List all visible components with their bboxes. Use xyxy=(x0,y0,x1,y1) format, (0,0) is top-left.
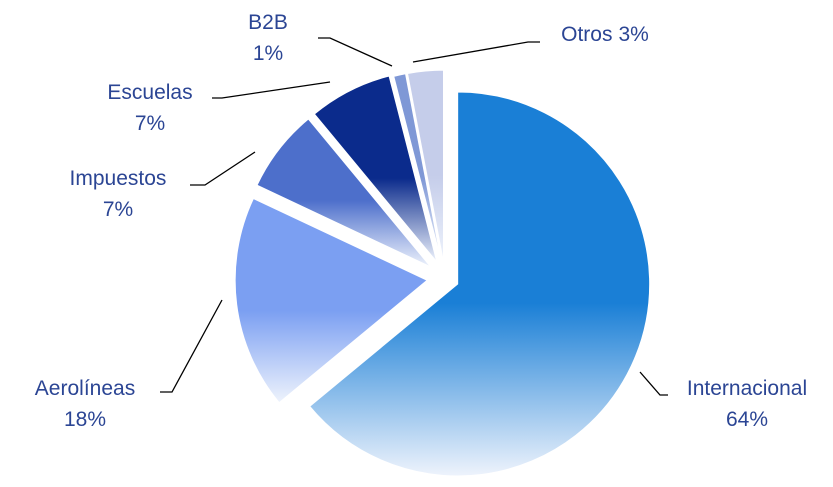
pie-slice xyxy=(234,197,429,404)
data-label: 7% xyxy=(135,112,165,135)
category-label: Aerolíneas xyxy=(35,377,135,400)
category-label: Impuestos xyxy=(70,167,167,190)
data-label: 1% xyxy=(253,42,283,65)
leader-line xyxy=(190,151,256,186)
leader-line xyxy=(639,371,668,396)
category-label: Escuelas xyxy=(107,81,192,104)
pie-slice xyxy=(309,91,651,477)
data-label: 7% xyxy=(103,198,133,221)
pie-slice xyxy=(313,75,438,263)
data-label: Otros 3% xyxy=(561,23,649,46)
data-label: 18% xyxy=(64,408,106,431)
pie-slice xyxy=(406,69,444,263)
leader-line xyxy=(160,299,223,393)
leader-line xyxy=(212,81,331,99)
pie-slice xyxy=(256,118,432,268)
category-label: B2B xyxy=(248,11,288,34)
category-label: Internacional xyxy=(687,377,807,400)
leader-line xyxy=(318,37,393,67)
pie-slice xyxy=(393,73,443,263)
leader-line xyxy=(412,41,540,63)
data-label: 64% xyxy=(726,408,768,431)
